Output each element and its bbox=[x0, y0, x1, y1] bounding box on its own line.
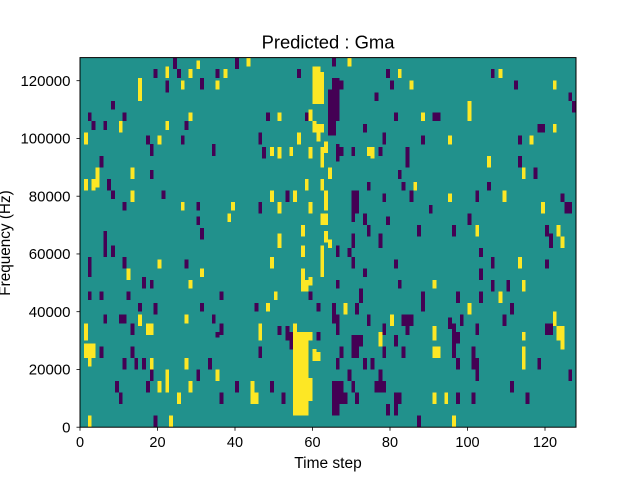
svg-text:80000: 80000 bbox=[29, 188, 71, 205]
svg-text:120: 120 bbox=[533, 435, 557, 451]
svg-text:Frequency (Hz): Frequency (Hz) bbox=[0, 190, 14, 295]
svg-text:40: 40 bbox=[227, 435, 243, 451]
svg-text:60000: 60000 bbox=[29, 246, 71, 263]
svg-text:20: 20 bbox=[149, 435, 165, 451]
svg-text:120000: 120000 bbox=[20, 73, 70, 90]
svg-text:Time step: Time step bbox=[294, 455, 361, 472]
svg-text:40000: 40000 bbox=[29, 304, 71, 321]
svg-text:0: 0 bbox=[62, 419, 70, 436]
svg-text:80: 80 bbox=[382, 435, 398, 451]
svg-text:0: 0 bbox=[76, 435, 84, 451]
svg-text:20000: 20000 bbox=[29, 362, 71, 379]
svg-text:Predicted : Gma: Predicted : Gma bbox=[262, 32, 396, 53]
svg-text:100000: 100000 bbox=[20, 131, 70, 148]
svg-text:100: 100 bbox=[455, 435, 479, 451]
svg-text:60: 60 bbox=[304, 435, 320, 451]
